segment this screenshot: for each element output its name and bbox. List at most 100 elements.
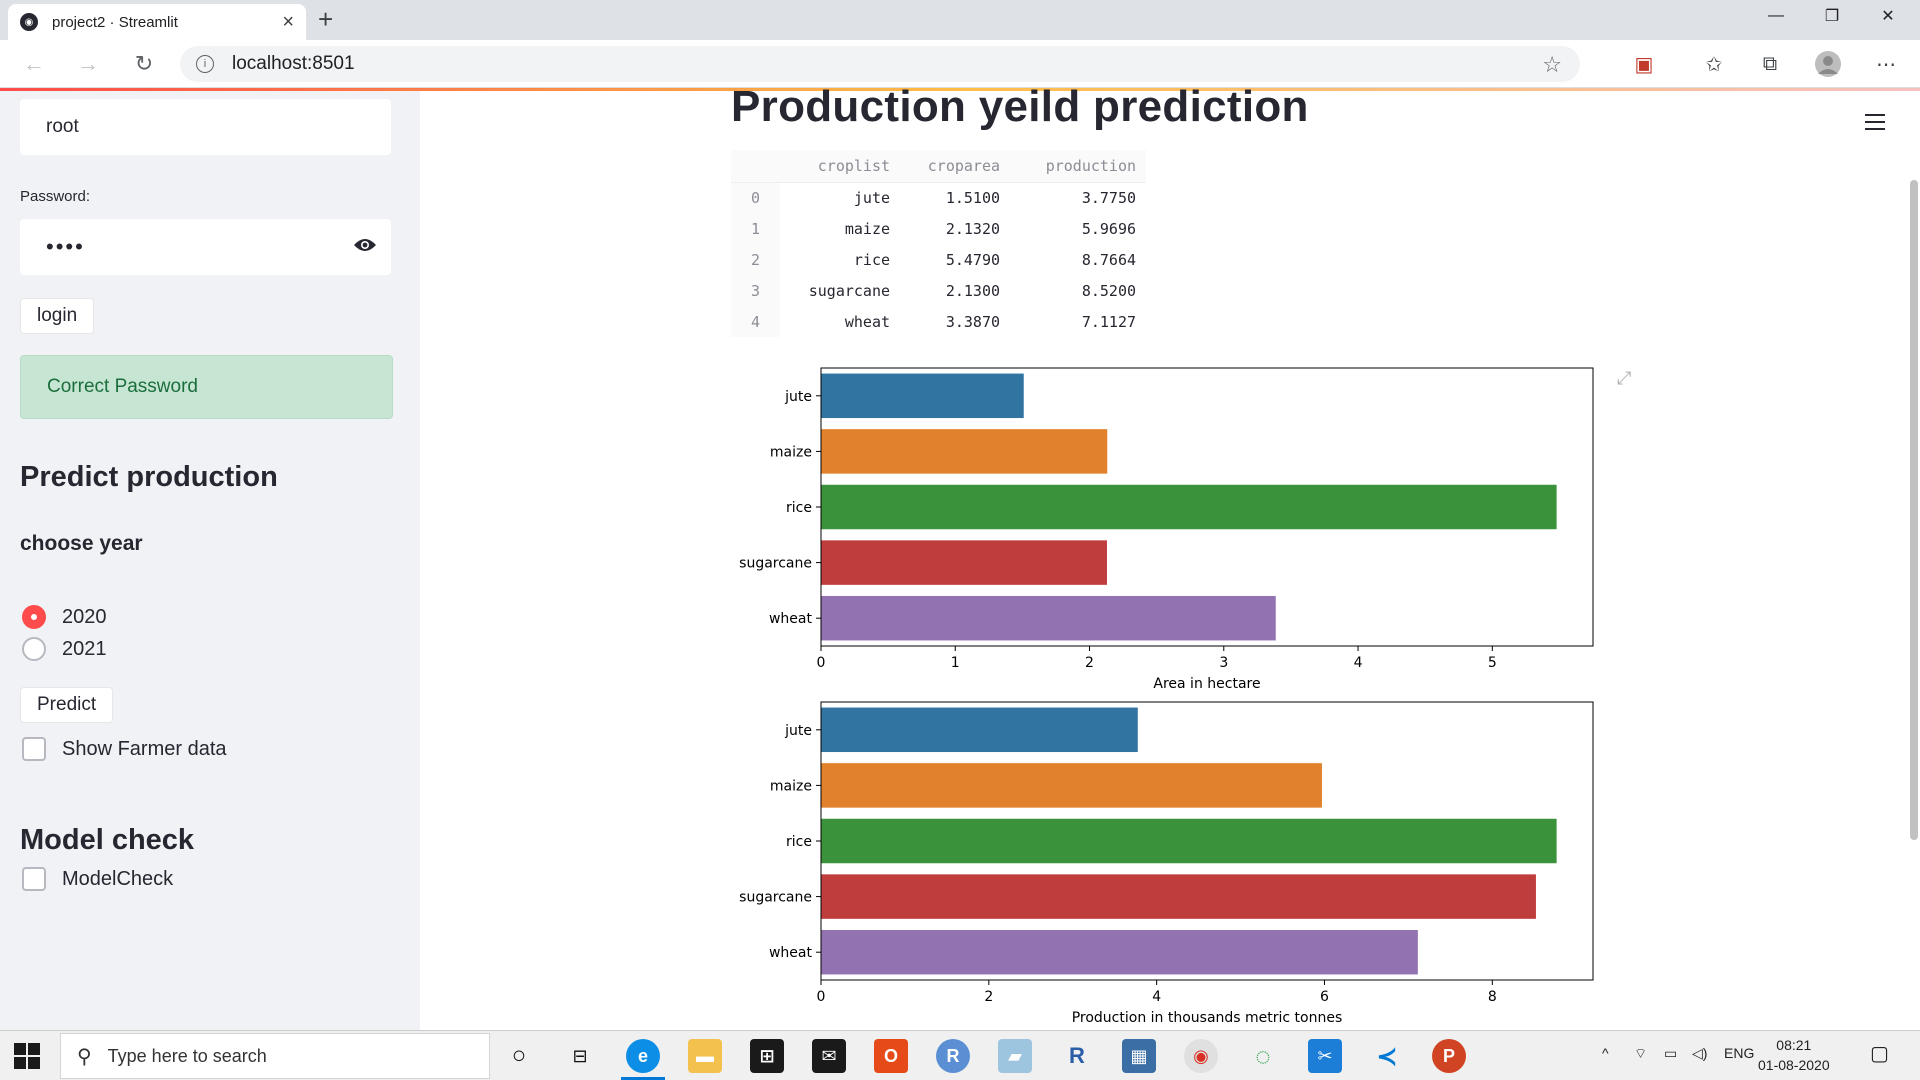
cell-production: 7.1127: [1081, 312, 1137, 331]
checkbox-label: ModelCheck: [62, 867, 174, 890]
y-tick-label: rice: [786, 500, 812, 516]
plot-frame: [820, 367, 1594, 647]
column-header[interactable]: production: [1010, 150, 1147, 183]
radio-unselected-icon[interactable]: [22, 637, 46, 661]
checkbox-icon[interactable]: [22, 737, 46, 761]
edge-browser-icon[interactable]: e: [626, 1039, 660, 1073]
reload-icon[interactable]: ↻: [134, 51, 154, 76]
profile-avatar-icon[interactable]: [1814, 50, 1842, 78]
address-bar: ← → ↻ i localhost:8501 ☆ ▣ ✩ ⧉ ⋯: [0, 40, 1920, 88]
bar-rice: [821, 484, 1557, 530]
app-icon[interactable]: ▰: [998, 1039, 1032, 1073]
cell-production: 8.7664: [1081, 250, 1137, 269]
cell-production: 8.5200: [1081, 281, 1137, 300]
checkbox-icon[interactable]: [22, 867, 46, 891]
office-icon[interactable]: O: [874, 1039, 908, 1073]
year-label: choose year: [20, 532, 143, 555]
task-view-icon[interactable]: ⊟: [572, 1045, 588, 1066]
new-tab-icon[interactable]: +: [318, 4, 334, 34]
cell-croplist: rice: [853, 250, 891, 269]
app-snip-icon[interactable]: ✂: [1308, 1039, 1342, 1073]
search-icon: ⚲: [77, 1045, 92, 1068]
model-check-checkbox[interactable]: ModelCheck: [22, 867, 173, 891]
username-field[interactable]: root: [20, 99, 391, 155]
restore-icon[interactable]: ❐: [1824, 8, 1840, 25]
sidebar: root Password: •••• login Correct Passwo…: [0, 91, 420, 1030]
page-scrollbar[interactable]: [1910, 180, 1918, 840]
radio-selected-icon[interactable]: [22, 605, 46, 629]
bar-maize: [821, 763, 1322, 808]
column-header[interactable]: croparea: [900, 150, 1011, 183]
taskbar-search[interactable]: ⚲ Type here to search: [60, 1033, 490, 1079]
browser-tab[interactable]: ◉ project2 · Streamlit ×: [8, 4, 306, 40]
favorites-icon[interactable]: ✩: [1705, 53, 1723, 76]
cell-croplist: jute: [853, 188, 891, 207]
language-indicator[interactable]: ENG: [1724, 1045, 1755, 1061]
python-icon[interactable]: ▦: [1122, 1039, 1156, 1073]
taskbar-clock[interactable]: 08:21 01-08-2020: [1758, 1035, 1830, 1075]
bar-jute: [821, 707, 1138, 753]
x-tick-label: 4: [1354, 655, 1363, 671]
tab-title: project2 · Streamlit: [52, 13, 178, 31]
site-info-icon[interactable]: i: [196, 55, 214, 73]
app-ring-icon[interactable]: ◌: [1255, 1040, 1271, 1071]
cortana-icon[interactable]: ○: [511, 1042, 527, 1069]
tray-chevron-icon[interactable]: ^: [1602, 1045, 1609, 1061]
radio-year-2021[interactable]: 2021: [22, 637, 107, 661]
x-tick-label: 1: [951, 655, 960, 671]
url-field[interactable]: i localhost:8501 ☆: [180, 46, 1580, 82]
cell-croparea: 5.4790: [945, 250, 1001, 269]
y-tick-label: sugarcane: [739, 556, 812, 572]
success-alert: Correct Password: [20, 355, 393, 419]
x-axis-label: Production in thousands metric tonnes: [1072, 1010, 1343, 1026]
window-close-icon[interactable]: ✕: [1881, 8, 1895, 25]
notifications-icon[interactable]: ▢: [1870, 1043, 1889, 1065]
row-index: 1: [731, 213, 781, 244]
vscode-icon[interactable]: ≺: [1376, 1040, 1398, 1071]
show-password-eye-icon[interactable]: [353, 237, 377, 253]
back-icon[interactable]: ←: [23, 51, 45, 76]
battery-icon[interactable]: ▭: [1664, 1045, 1678, 1061]
mail-icon[interactable]: ✉: [812, 1039, 846, 1073]
cell-croparea: 2.1300: [945, 281, 1001, 300]
store-icon[interactable]: ⊞: [750, 1039, 784, 1073]
hamburger-menu-icon[interactable]: [1865, 114, 1885, 132]
predict-heading: Predict production: [20, 461, 278, 493]
more-options-icon[interactable]: ⋯: [1876, 53, 1896, 76]
forward-icon[interactable]: →: [77, 51, 99, 76]
bar-rice: [821, 818, 1557, 864]
x-tick-label: 0: [817, 989, 826, 1005]
collections-icon[interactable]: ⧉: [1762, 52, 1778, 75]
table-row: 4 wheat 3.3870 7.1127: [731, 306, 1146, 337]
bar-jute: [821, 373, 1024, 419]
show-farmer-checkbox[interactable]: Show Farmer data: [22, 737, 227, 761]
column-header[interactable]: croplist: [780, 150, 901, 183]
predict-button[interactable]: Predict: [20, 687, 114, 723]
windows-start-icon[interactable]: [14, 1043, 40, 1069]
x-axis-label: Area in hectare: [1153, 676, 1260, 692]
password-field[interactable]: ••••: [20, 219, 391, 275]
r-app-icon[interactable]: R: [936, 1039, 970, 1073]
x-tick-label: 2: [984, 989, 993, 1005]
file-explorer-icon[interactable]: ▬: [688, 1039, 722, 1073]
plot-frame: [820, 701, 1594, 981]
login-button[interactable]: login: [20, 298, 95, 334]
tab-close-icon[interactable]: ×: [282, 10, 294, 33]
chrome-icon[interactable]: ◉: [1184, 1039, 1218, 1073]
powerpoint-icon[interactable]: P: [1432, 1039, 1466, 1073]
network-icon[interactable]: ⌔: [1634, 1045, 1648, 1061]
minimize-icon[interactable]: —: [1768, 7, 1784, 24]
row-index: 0: [731, 182, 781, 213]
bar-sugarcane: [821, 874, 1536, 919]
rstudio-icon[interactable]: R: [1069, 1043, 1085, 1068]
x-tick-label: 3: [1219, 655, 1228, 671]
y-tick-label: maize: [770, 778, 812, 794]
model-check-heading: Model check: [20, 824, 195, 856]
fullscreen-expand-icon[interactable]: ⤢: [1617, 368, 1632, 388]
radio-year-2020[interactable]: 2020: [22, 605, 107, 629]
password-label: Password:: [20, 188, 91, 205]
pocket-icon[interactable]: ▣: [1634, 53, 1654, 76]
favorite-star-icon[interactable]: ☆: [1542, 52, 1562, 77]
cell-production: 3.7750: [1081, 188, 1137, 207]
volume-icon[interactable]: ◁): [1692, 1045, 1708, 1061]
